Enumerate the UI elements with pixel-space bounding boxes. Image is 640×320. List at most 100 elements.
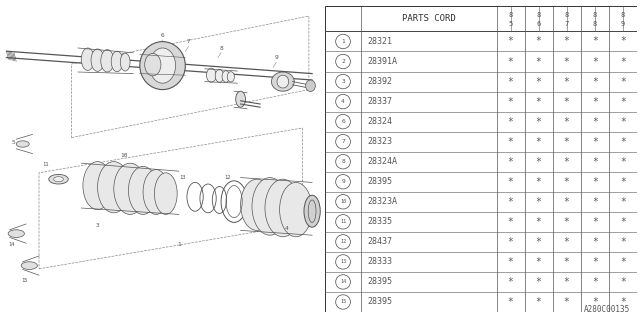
Text: PARTS CORD: PARTS CORD	[402, 14, 456, 23]
Text: 3: 3	[95, 223, 99, 228]
Text: 28391A: 28391A	[367, 57, 397, 66]
Ellipse shape	[114, 163, 147, 214]
Text: *: *	[536, 116, 541, 127]
Ellipse shape	[91, 49, 104, 71]
Text: *: *	[564, 116, 570, 127]
Text: 10: 10	[340, 199, 346, 204]
Text: *: *	[536, 277, 541, 287]
Text: *: *	[564, 76, 570, 86]
Text: 8: 8	[536, 12, 541, 18]
Text: 28395: 28395	[367, 298, 392, 307]
Text: 3: 3	[341, 79, 345, 84]
Text: *: *	[592, 97, 598, 107]
Text: *: *	[508, 137, 513, 147]
Text: *: *	[620, 137, 626, 147]
Text: *: *	[620, 76, 626, 86]
Ellipse shape	[222, 71, 230, 82]
Text: 8: 8	[564, 12, 569, 18]
Text: *: *	[536, 257, 541, 267]
Text: *: *	[592, 137, 598, 147]
Ellipse shape	[54, 177, 63, 182]
Ellipse shape	[83, 162, 112, 210]
Text: 12: 12	[340, 239, 346, 244]
Text: *: *	[536, 157, 541, 167]
Text: *: *	[620, 257, 626, 267]
Ellipse shape	[265, 179, 301, 237]
Text: *: *	[508, 237, 513, 247]
Text: 28324A: 28324A	[367, 157, 397, 166]
Text: 28395: 28395	[367, 277, 392, 286]
Text: *: *	[536, 217, 541, 227]
Ellipse shape	[271, 72, 294, 91]
Ellipse shape	[49, 174, 68, 184]
Text: 14: 14	[8, 243, 15, 247]
Text: 13: 13	[340, 260, 346, 264]
Ellipse shape	[150, 48, 175, 83]
Text: *: *	[620, 57, 626, 67]
Text: *: *	[536, 137, 541, 147]
Text: 28323A: 28323A	[367, 197, 397, 206]
Text: *: *	[564, 197, 570, 207]
Text: 8: 8	[220, 45, 223, 51]
Ellipse shape	[215, 69, 224, 82]
Text: 11: 11	[340, 219, 346, 224]
Text: *: *	[508, 76, 513, 86]
Text: *: *	[508, 116, 513, 127]
Text: *: *	[508, 257, 513, 267]
Ellipse shape	[306, 80, 316, 92]
Text: *: *	[592, 177, 598, 187]
Text: 4: 4	[284, 227, 288, 231]
Text: 7: 7	[564, 21, 569, 28]
Ellipse shape	[16, 141, 29, 147]
Text: *: *	[536, 237, 541, 247]
Text: *: *	[536, 97, 541, 107]
Text: *: *	[536, 297, 541, 307]
Text: 1: 1	[177, 243, 180, 247]
Ellipse shape	[207, 68, 216, 82]
Text: 28333: 28333	[367, 257, 392, 267]
Text: 28335: 28335	[367, 217, 392, 226]
Text: *: *	[592, 76, 598, 86]
Text: 10: 10	[120, 153, 127, 158]
Text: 28437: 28437	[367, 237, 392, 246]
Text: 2: 2	[341, 59, 345, 64]
Text: 8: 8	[508, 12, 513, 18]
Text: *: *	[620, 177, 626, 187]
Ellipse shape	[252, 178, 288, 235]
Text: *: *	[564, 137, 570, 147]
Text: 28395: 28395	[367, 177, 392, 186]
Ellipse shape	[277, 75, 289, 88]
Text: *: *	[592, 36, 598, 46]
Text: 9: 9	[341, 179, 345, 184]
Text: *: *	[592, 116, 598, 127]
Ellipse shape	[100, 50, 114, 72]
Text: *: *	[536, 36, 541, 46]
Text: *: *	[564, 297, 570, 307]
Text: 7: 7	[187, 39, 191, 44]
Text: *: *	[536, 57, 541, 67]
Text: *: *	[592, 277, 598, 287]
Text: *: *	[592, 297, 598, 307]
Ellipse shape	[111, 51, 123, 72]
Ellipse shape	[241, 179, 273, 230]
Text: 6: 6	[341, 119, 345, 124]
Text: *: *	[508, 217, 513, 227]
Text: 8: 8	[341, 159, 345, 164]
Text: 9: 9	[621, 21, 625, 28]
Text: *: *	[508, 177, 513, 187]
Text: *: *	[564, 36, 570, 46]
Text: *: *	[508, 36, 513, 46]
Text: *: *	[620, 217, 626, 227]
Text: 28337: 28337	[367, 97, 392, 106]
Text: 13: 13	[179, 175, 186, 180]
Text: 28324: 28324	[367, 117, 392, 126]
Text: *: *	[536, 76, 541, 86]
Text: *: *	[536, 177, 541, 187]
Text: A280C00135: A280C00135	[584, 305, 630, 314]
Text: 14: 14	[340, 279, 346, 284]
Text: 9: 9	[275, 55, 278, 60]
Text: 12: 12	[225, 175, 231, 180]
Text: 6: 6	[161, 33, 164, 38]
Text: *: *	[592, 217, 598, 227]
Text: *: *	[564, 257, 570, 267]
